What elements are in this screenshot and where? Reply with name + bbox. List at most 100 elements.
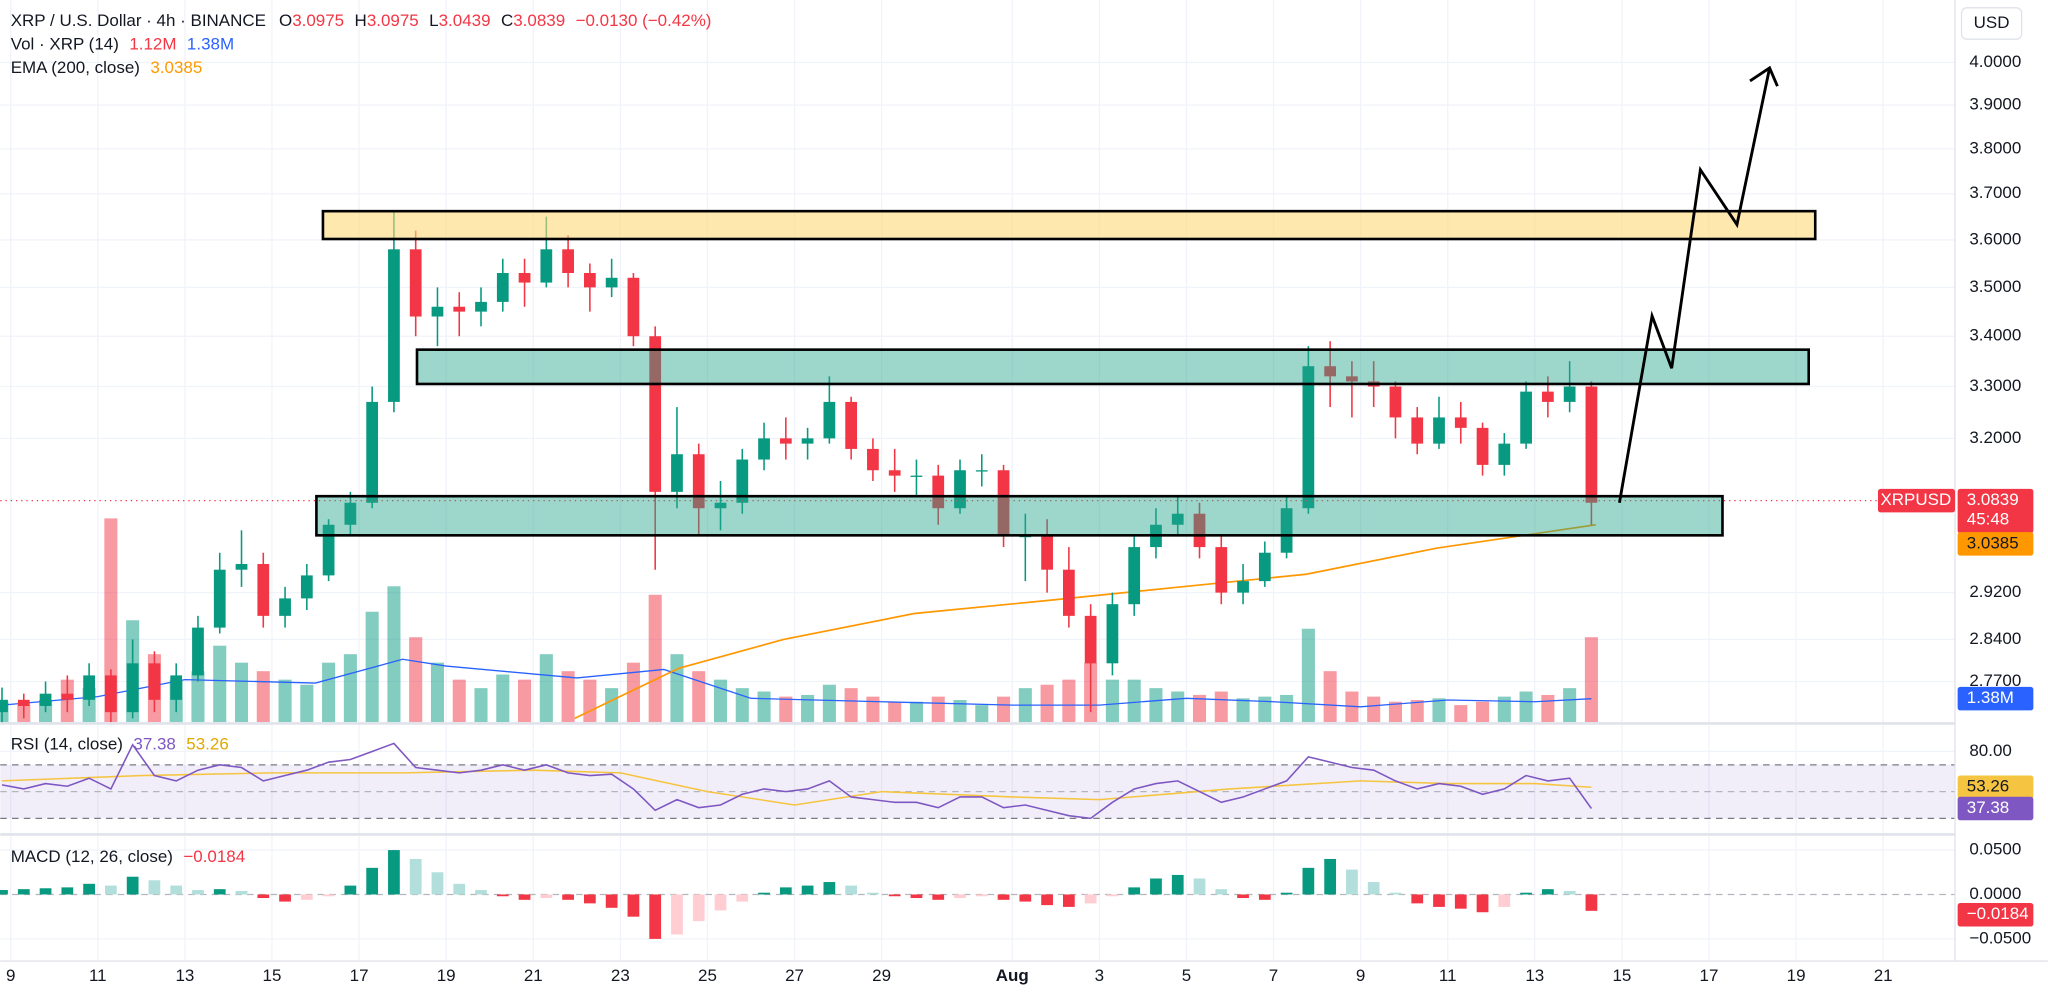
macd-bar xyxy=(627,894,640,917)
candle-body xyxy=(997,470,1010,536)
x-tick-label: 19 xyxy=(1787,966,1806,985)
panes xyxy=(0,742,1956,940)
candle-body xyxy=(518,273,531,283)
candle-body xyxy=(61,693,74,700)
candle-body xyxy=(1193,513,1206,548)
volume-bar xyxy=(779,696,793,723)
drawing-layer xyxy=(315,209,1817,537)
macd-bar xyxy=(39,888,52,895)
macd-bar xyxy=(235,890,248,895)
candle-body xyxy=(1171,513,1184,525)
volume-bar xyxy=(713,679,728,723)
y-tick-label: 2.7700 xyxy=(1969,671,2021,690)
macd-bar xyxy=(1280,892,1293,895)
macd-bar xyxy=(583,894,596,904)
volume-bar xyxy=(670,654,684,723)
candle-body xyxy=(910,475,923,477)
candle-body xyxy=(496,273,509,302)
candle-body xyxy=(779,438,792,444)
forecast-path xyxy=(1618,67,1772,503)
currency-label[interactable]: USD xyxy=(1974,13,2010,32)
volume-bar xyxy=(953,700,967,723)
volume-bar xyxy=(278,679,292,723)
candle-body xyxy=(845,401,858,449)
x-tick-label: 25 xyxy=(698,966,717,985)
volume-bar xyxy=(1280,694,1294,723)
ohlc-key: O xyxy=(279,12,292,31)
price-layer xyxy=(0,212,1956,725)
y-tick-label: 0.0000 xyxy=(1969,884,2021,903)
macd-bar xyxy=(823,882,836,895)
rsi-line xyxy=(1,742,1593,820)
x-tick-label: 19 xyxy=(437,966,456,985)
macd-bar xyxy=(279,894,291,902)
candle-body xyxy=(366,401,379,503)
x-tick-label: 3 xyxy=(1095,966,1104,985)
macd-bar xyxy=(1411,894,1424,904)
volume-bar xyxy=(801,694,815,723)
candle-body xyxy=(1498,443,1511,465)
candle-body xyxy=(1062,569,1075,616)
volume-bar xyxy=(496,674,510,723)
volume-bar xyxy=(234,662,249,723)
candle-body xyxy=(1106,604,1119,664)
volume-bar xyxy=(1476,701,1490,723)
volume-value: 1.12M xyxy=(129,35,176,54)
volume-bar xyxy=(1105,679,1119,723)
symbol-tag: XRPUSD xyxy=(1880,490,1951,509)
macd-bar xyxy=(1237,894,1249,899)
currency-button[interactable] xyxy=(1960,7,2023,40)
candle-body xyxy=(1433,417,1445,444)
price-tag-value: 3.0839 xyxy=(1967,490,2019,509)
macd-bar xyxy=(1476,894,1489,913)
macd-bar xyxy=(105,885,117,895)
volume-bar xyxy=(888,701,902,723)
candle-body xyxy=(1563,386,1576,402)
volume-bar xyxy=(104,518,118,723)
candle-body xyxy=(671,454,683,492)
volume-bar xyxy=(844,688,858,723)
legend-line: EMA (200, close) 3.0385 xyxy=(11,59,203,78)
volume-bar xyxy=(561,671,575,723)
macd-bar xyxy=(1128,887,1141,895)
macd-bar xyxy=(409,858,422,895)
x-tick-label: 15 xyxy=(1612,966,1631,985)
macd-bar xyxy=(867,892,879,895)
zone xyxy=(415,348,1811,386)
zone xyxy=(321,209,1817,241)
candle-body xyxy=(627,277,640,337)
macd-bar xyxy=(1193,878,1206,895)
macd-bar xyxy=(61,887,74,895)
volume-bar xyxy=(1541,694,1555,723)
candle-body xyxy=(1324,366,1337,377)
candle-body xyxy=(1041,535,1053,570)
rsi-ma-tag-bg xyxy=(1957,775,2034,799)
legend-line: XRP / U.S. Dollar · 4h · BINANCE O3.0975 H… xyxy=(11,12,712,31)
candle-body xyxy=(126,663,139,713)
volume-bar xyxy=(518,679,532,723)
volume-bar xyxy=(1563,688,1577,723)
x-tick-label: 21 xyxy=(524,966,543,985)
macd-bar xyxy=(845,885,858,895)
volume-bar xyxy=(997,696,1011,723)
candle-body xyxy=(867,448,879,471)
candle-body xyxy=(823,401,836,439)
y-tick-label: 3.2000 xyxy=(1969,428,2021,447)
macd-bar xyxy=(148,880,161,895)
macd-bar xyxy=(366,867,379,895)
candle-body xyxy=(1084,615,1097,664)
macd-bar xyxy=(910,894,923,899)
macd-bar xyxy=(997,894,1010,900)
candle-body xyxy=(1346,376,1358,382)
macd-bar xyxy=(192,890,204,895)
macd-bar xyxy=(17,889,30,895)
macd-bar xyxy=(213,889,226,895)
volume-bar xyxy=(1214,691,1228,723)
candle-body xyxy=(475,301,487,312)
volume-bar xyxy=(452,679,466,723)
rsi-value: 37.38 xyxy=(133,735,175,754)
candle-body xyxy=(300,575,313,599)
volume-bar xyxy=(1454,705,1468,723)
ema-tag-bg xyxy=(1957,532,2034,556)
macd-bar xyxy=(975,894,988,897)
